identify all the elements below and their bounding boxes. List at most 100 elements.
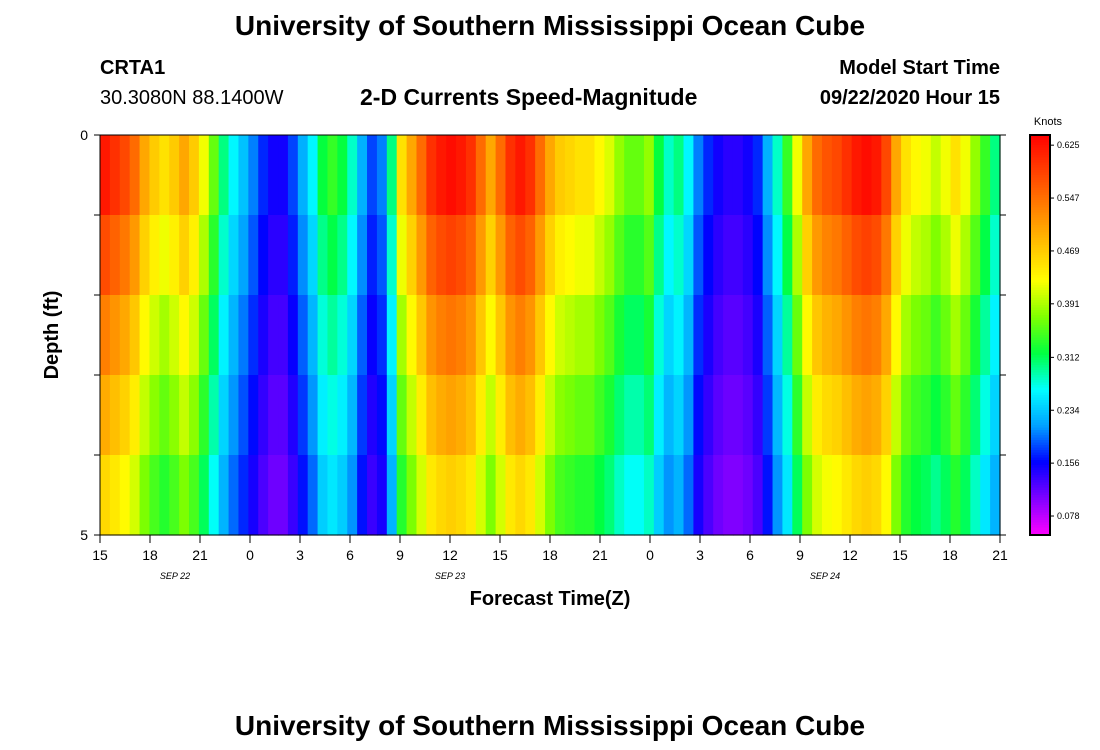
heatmap-cell <box>337 135 348 216</box>
heatmap-cell <box>703 455 714 536</box>
colorbar-label: Knots <box>1034 116 1063 128</box>
heatmap-cell <box>683 135 695 216</box>
heatmap-cell <box>406 375 418 456</box>
station-coords: 30.3080N 88.1400W <box>100 87 284 109</box>
heatmap-cell <box>545 295 556 376</box>
heatmap-cell <box>742 455 754 536</box>
heatmap-cell <box>475 375 487 456</box>
heatmap-cell <box>891 215 902 296</box>
heatmap-cell <box>564 215 576 296</box>
heatmap-cell <box>634 375 645 456</box>
colorbar-segment <box>1030 430 1050 434</box>
heatmap-cell <box>545 215 556 296</box>
heatmap-cell <box>812 295 823 376</box>
heatmap-cell <box>851 455 863 536</box>
heatmap-cell <box>248 375 259 456</box>
colorbar-segment <box>1030 330 1050 334</box>
heatmap-cell <box>673 455 685 536</box>
heatmap-cell <box>456 215 467 296</box>
colorbar-segment <box>1030 250 1050 254</box>
colorbar-segment <box>1030 380 1050 384</box>
heatmap-cell <box>100 215 111 296</box>
heatmap-cell <box>782 455 793 536</box>
heatmap-cell <box>238 375 249 456</box>
heatmap-cell <box>990 375 1001 456</box>
heatmap-cell <box>396 375 408 456</box>
colorbar-segment <box>1030 522 1050 526</box>
heatmap-cell <box>416 295 427 376</box>
heatmap-cell <box>287 295 299 376</box>
colorbar-segment <box>1030 155 1050 159</box>
colorbar-segment <box>1030 180 1050 184</box>
heatmap-cell <box>901 455 912 536</box>
heatmap-cell <box>970 215 981 296</box>
colorbar-segment <box>1030 375 1050 379</box>
heatmap-cell <box>535 215 546 296</box>
heatmap-cell <box>238 455 249 536</box>
colorbar-segment <box>1030 372 1050 376</box>
colorbar-segment <box>1030 385 1050 389</box>
y-axis-label: Depth (ft) <box>41 291 63 380</box>
heatmap-cell <box>663 135 675 216</box>
heatmap-cell <box>910 375 922 456</box>
colorbar-segment <box>1030 465 1050 469</box>
colorbar-segment <box>1030 282 1050 286</box>
colorbar-segment <box>1030 215 1050 219</box>
heatmap-cell <box>297 455 309 536</box>
colorbar-segment <box>1030 200 1050 204</box>
heatmap-cell <box>465 215 477 296</box>
colorbar-segment <box>1030 512 1050 516</box>
x-tick-label: 6 <box>346 547 354 563</box>
heatmap-cell <box>980 135 991 216</box>
heatmap-cell <box>910 295 922 376</box>
colorbar-segment <box>1030 495 1050 499</box>
heatmap-cell <box>376 295 388 376</box>
heatmap-cell <box>871 215 882 296</box>
heatmap-cell <box>159 215 170 296</box>
colorbar-segment <box>1030 317 1050 321</box>
heatmap-cell <box>357 455 368 536</box>
colorbar-segment <box>1030 487 1050 491</box>
heatmap-cell <box>465 295 477 376</box>
heatmap-cell <box>653 215 665 296</box>
colorbar-segment <box>1030 197 1050 201</box>
heatmap-cell <box>139 375 151 456</box>
heatmap-cell <box>831 215 843 296</box>
colorbar-segment <box>1030 212 1050 216</box>
heatmap-cell <box>446 295 457 376</box>
heatmap-cell <box>475 135 487 216</box>
heatmap-cell <box>436 295 447 376</box>
heatmap-cell <box>732 375 744 456</box>
heatmap-cell <box>812 455 823 536</box>
heatmap-cell <box>139 295 151 376</box>
heatmap-cell <box>653 135 665 216</box>
heatmap-cell <box>960 375 971 456</box>
colorbar-segment <box>1030 480 1050 484</box>
heatmap-cell <box>812 215 823 296</box>
heatmap-cell <box>179 135 190 216</box>
colorbar-segment <box>1030 207 1050 211</box>
heatmap-cell <box>149 455 160 536</box>
heatmap-cell <box>317 215 329 296</box>
colorbar-segment <box>1030 192 1050 196</box>
heatmap-cell <box>683 375 695 456</box>
heatmap-cell <box>703 215 714 296</box>
heatmap-cell <box>624 455 635 536</box>
heatmap-cell <box>950 135 962 216</box>
heatmap-cell <box>614 295 625 376</box>
colorbar-segment <box>1030 160 1050 164</box>
colorbar-segment <box>1030 367 1050 371</box>
heatmap-cell <box>574 215 586 296</box>
heatmap-cell <box>545 455 556 536</box>
colorbar-segment <box>1030 407 1050 411</box>
heatmap-cell <box>762 295 774 376</box>
colorbar-segment <box>1030 232 1050 236</box>
heatmap-cell <box>990 135 1001 216</box>
colorbar-segment <box>1030 392 1050 396</box>
heatmap-cell <box>683 295 695 376</box>
colorbar-segment <box>1030 462 1050 466</box>
heatmap-cell <box>653 295 665 376</box>
heatmap-cell <box>268 455 279 536</box>
heatmap-cell <box>624 295 635 376</box>
